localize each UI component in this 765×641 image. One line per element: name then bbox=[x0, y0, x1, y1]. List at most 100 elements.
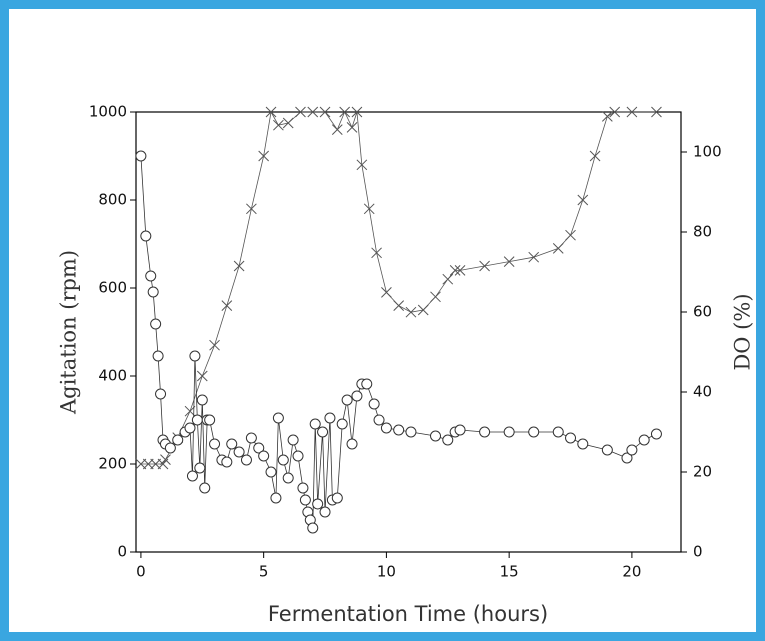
marker bbox=[577, 438, 589, 450]
marker bbox=[454, 424, 466, 436]
marker bbox=[221, 456, 233, 468]
marker bbox=[356, 159, 368, 171]
marker bbox=[528, 251, 540, 263]
marker bbox=[601, 111, 613, 122]
marker bbox=[430, 291, 441, 303]
marker bbox=[226, 438, 238, 450]
marker bbox=[312, 498, 324, 510]
marker bbox=[287, 434, 299, 446]
y2-tick-label: 20 bbox=[693, 463, 712, 481]
marker bbox=[292, 450, 304, 462]
marker bbox=[209, 339, 220, 351]
marker bbox=[245, 432, 257, 444]
marker bbox=[140, 230, 152, 242]
marker bbox=[282, 117, 294, 129]
marker bbox=[272, 412, 284, 424]
marker bbox=[528, 426, 540, 438]
marker bbox=[479, 426, 491, 438]
y-tick-label: 200 bbox=[98, 455, 127, 473]
y2-tick-label: 100 bbox=[693, 143, 722, 161]
marker bbox=[363, 203, 375, 215]
x-tick-label: 5 bbox=[259, 563, 269, 581]
marker bbox=[601, 444, 613, 456]
marker bbox=[309, 418, 321, 430]
marker bbox=[589, 150, 601, 162]
marker bbox=[194, 462, 206, 474]
y2-axis-label: DO (%) bbox=[731, 293, 755, 370]
x-axis-label: Fermentation Time (hours) bbox=[268, 602, 548, 626]
marker bbox=[346, 438, 358, 450]
marker bbox=[147, 286, 159, 298]
marker bbox=[317, 426, 329, 438]
marker bbox=[609, 106, 621, 118]
marker bbox=[273, 119, 284, 131]
marker bbox=[319, 106, 331, 118]
marker bbox=[172, 434, 184, 446]
marker bbox=[336, 418, 348, 430]
marker bbox=[393, 300, 405, 311]
marker bbox=[152, 350, 164, 362]
marker bbox=[204, 414, 216, 426]
marker bbox=[233, 260, 245, 272]
marker bbox=[626, 444, 638, 456]
marker bbox=[371, 247, 382, 259]
marker bbox=[299, 494, 311, 506]
marker bbox=[577, 194, 589, 206]
marker bbox=[368, 398, 380, 410]
marker bbox=[449, 265, 461, 276]
marker bbox=[638, 434, 650, 446]
marker bbox=[393, 424, 405, 436]
marker bbox=[442, 434, 454, 446]
marker bbox=[552, 243, 564, 254]
marker bbox=[442, 273, 454, 285]
marker bbox=[454, 265, 466, 276]
marker bbox=[361, 378, 373, 390]
marker bbox=[270, 492, 282, 504]
marker bbox=[351, 390, 363, 402]
marker bbox=[209, 438, 221, 450]
marker bbox=[282, 472, 294, 484]
marker bbox=[135, 150, 147, 162]
marker bbox=[380, 422, 392, 434]
x-tick-label: 15 bbox=[500, 563, 519, 581]
marker bbox=[150, 318, 162, 330]
marker bbox=[339, 106, 351, 118]
marker bbox=[307, 522, 319, 534]
y2-tick-label: 80 bbox=[693, 223, 712, 241]
marker bbox=[164, 442, 176, 454]
marker bbox=[503, 256, 515, 267]
marker bbox=[331, 124, 343, 135]
marker bbox=[277, 454, 289, 466]
marker bbox=[145, 270, 157, 282]
marker bbox=[324, 412, 336, 424]
marker bbox=[405, 426, 417, 438]
marker bbox=[160, 454, 171, 465]
marker bbox=[565, 229, 576, 241]
marker bbox=[650, 428, 662, 440]
marker bbox=[319, 506, 331, 518]
x-tick-label: 10 bbox=[377, 563, 396, 581]
y-tick-label: 800 bbox=[98, 191, 127, 209]
marker bbox=[381, 287, 392, 298]
marker bbox=[373, 414, 385, 426]
marker bbox=[246, 203, 257, 215]
marker bbox=[199, 482, 211, 494]
marker bbox=[295, 106, 306, 118]
marker bbox=[351, 106, 363, 118]
marker bbox=[240, 454, 252, 466]
marker bbox=[155, 388, 167, 400]
marker bbox=[184, 422, 196, 434]
y-tick-label: 1000 bbox=[89, 103, 127, 121]
marker bbox=[417, 304, 429, 316]
marker bbox=[621, 452, 633, 464]
y-tick-label: 0 bbox=[117, 543, 127, 561]
marker bbox=[346, 122, 358, 133]
x-tick-label: 20 bbox=[622, 563, 641, 581]
marker bbox=[503, 426, 515, 438]
y-tick-label: 400 bbox=[98, 367, 127, 385]
marker bbox=[265, 106, 277, 118]
series-line bbox=[140, 110, 657, 465]
marker bbox=[196, 394, 208, 406]
marker bbox=[479, 260, 490, 272]
